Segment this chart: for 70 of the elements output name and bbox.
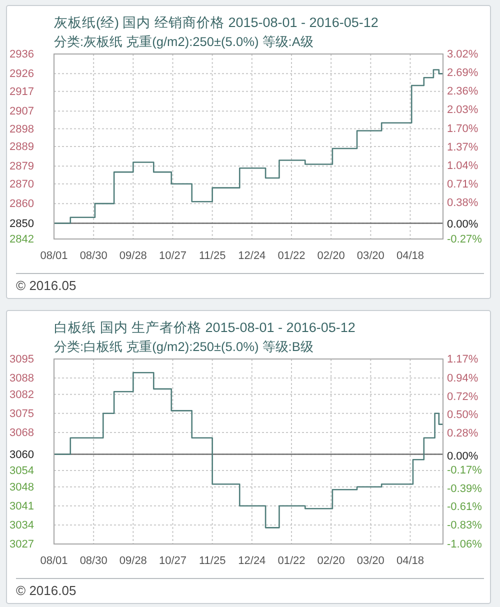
chart-title: 白板纸 国内 生产者价格 2015-08-01 - 2016-05-12 xyxy=(54,320,356,335)
y-tick-label: 3088 xyxy=(10,372,34,385)
y-tick-label: 3027 xyxy=(10,538,34,551)
y2-tick-label: 0.71% xyxy=(447,178,478,190)
x-tick-label: 12/24 xyxy=(238,554,266,567)
y-tick-label: 2936 xyxy=(10,48,34,61)
y-tick-label: 3095 xyxy=(10,354,34,366)
y-tick-label: 2907 xyxy=(10,106,34,118)
x-tick-label: 10/27 xyxy=(158,250,187,262)
y-tick-label: 3048 xyxy=(10,481,34,494)
y2-tick-label: -1.06% xyxy=(447,538,482,551)
y2-tick-label: 1.04% xyxy=(447,160,478,172)
y-tick-label: 2898 xyxy=(10,123,34,136)
y2-tick-label: -0.27% xyxy=(447,234,482,246)
x-tick-label: 04/18 xyxy=(396,250,424,262)
y2-tick-label: 0.00% xyxy=(447,450,478,463)
y2-tick-label: 2.36% xyxy=(447,86,478,98)
y-tick-label: 2850 xyxy=(10,218,34,230)
x-tick-label: 11/25 xyxy=(198,250,226,262)
y2-tick-label: 0.94% xyxy=(447,372,478,385)
y2-tick-label: 0.38% xyxy=(447,196,478,209)
x-tick-label: 08/30 xyxy=(80,554,108,567)
x-tick-label: 09/28 xyxy=(119,554,147,567)
y-tick-label: 3075 xyxy=(10,408,34,420)
y2-tick-label: 0.00% xyxy=(447,218,478,230)
chart-subtitle: 分类:白板纸 克重(g/m2):250±(5.0%) 等级:B级 xyxy=(54,339,314,354)
text: © 2016.05 xyxy=(16,278,76,293)
y-tick-label: 2917 xyxy=(10,86,34,98)
text: © 2016.05 xyxy=(16,583,76,598)
y2-tick-label: 1.17% xyxy=(447,354,478,366)
x-tick-label: 02/20 xyxy=(317,250,345,262)
y2-tick-label: -0.39% xyxy=(447,482,482,495)
y-tick-label: 3054 xyxy=(10,465,34,478)
y-tick-label: 2842 xyxy=(10,234,34,246)
y-tick-label: 3082 xyxy=(10,388,34,401)
y2-tick-label: -0.17% xyxy=(447,464,482,477)
x-tick-label: 02/20 xyxy=(317,554,345,567)
x-tick-label: 03/20 xyxy=(356,554,384,567)
y-tick-label: 2870 xyxy=(10,178,34,190)
x-tick-label: 01/22 xyxy=(278,554,306,567)
y-tick-label: 3060 xyxy=(10,448,34,461)
y-tick-label: 3068 xyxy=(10,426,34,439)
chart-subtitle: 分类:灰板纸 克重(g/m2):250±(5.0%) 等级:A级 xyxy=(54,34,314,49)
chart-title: 灰板纸(经) 国内 经销商价格 2015-08-01 - 2016-05-12 xyxy=(54,15,378,30)
x-tick-label: 12/24 xyxy=(238,250,266,262)
x-tick-label: 08/01 xyxy=(40,554,68,567)
y-tick-label: 3034 xyxy=(10,519,34,532)
x-tick-label: 04/18 xyxy=(396,554,424,567)
y2-tick-label: 1.70% xyxy=(447,122,478,135)
x-tick-label: 03/20 xyxy=(356,250,384,262)
y2-tick-label: 1.37% xyxy=(447,141,478,154)
y-tick-label: 2879 xyxy=(10,160,34,173)
y2-tick-label: 0.50% xyxy=(447,409,478,422)
x-tick-label: 10/27 xyxy=(158,554,187,567)
y2-tick-label: 2.69% xyxy=(447,67,478,80)
y-tick-label: 2926 xyxy=(10,68,34,80)
x-tick-label: 01/22 xyxy=(278,250,306,262)
y2-tick-label: 0.72% xyxy=(447,390,478,403)
y2-tick-label: 0.28% xyxy=(447,427,478,440)
y2-tick-label: -0.83% xyxy=(447,519,482,532)
y-tick-label: 2860 xyxy=(10,198,34,210)
x-tick-label: 09/28 xyxy=(119,250,147,262)
y2-tick-label: -0.61% xyxy=(447,501,482,514)
x-tick-label: 11/25 xyxy=(198,554,226,567)
x-tick-label: 08/01 xyxy=(40,250,68,262)
y-tick-label: 2889 xyxy=(10,141,34,154)
x-tick-label: 08/30 xyxy=(80,250,108,262)
y-tick-label: 3041 xyxy=(10,500,34,512)
y2-tick-label: 3.02% xyxy=(447,48,478,61)
y2-tick-label: 2.03% xyxy=(447,104,478,116)
